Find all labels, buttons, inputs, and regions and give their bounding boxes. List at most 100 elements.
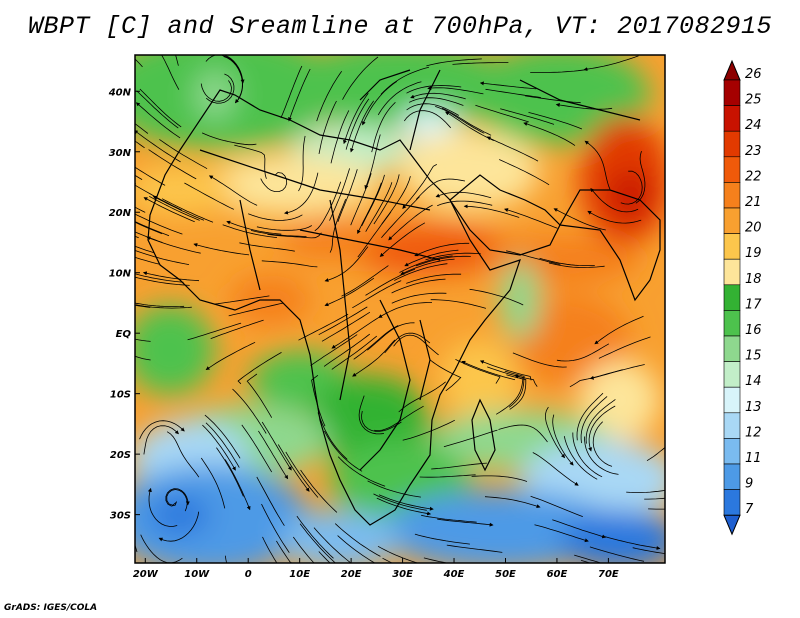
streamline <box>310 334 358 366</box>
streamline <box>152 195 205 221</box>
colorbar-swatch <box>723 207 741 234</box>
colorbar-label: 13 <box>745 400 762 415</box>
streamline <box>441 107 492 136</box>
streamline <box>288 68 311 122</box>
streamline <box>362 81 398 126</box>
streamline <box>574 554 603 563</box>
streamline <box>208 175 258 206</box>
streamline <box>256 225 312 231</box>
streamline <box>590 187 639 213</box>
streamline <box>135 273 184 283</box>
streamline <box>146 236 201 254</box>
streamline <box>166 431 200 478</box>
colorbar-swatch <box>723 412 741 439</box>
streamline <box>530 69 587 73</box>
colorbar-swatch <box>723 233 741 260</box>
streamline <box>161 55 180 90</box>
streamline <box>135 130 181 163</box>
streamline <box>139 420 185 440</box>
streamline <box>553 208 606 231</box>
streamline <box>429 359 462 392</box>
streamline <box>329 168 350 221</box>
streamline <box>584 140 611 190</box>
latitude-axis: 40N 30N 20N 10N EQ 10S 20S 30S <box>108 87 140 522</box>
colorbar-label: 23 <box>745 144 762 159</box>
streamline <box>587 210 642 224</box>
colorbar-bottom-arrow <box>723 514 741 536</box>
streamline <box>604 536 661 550</box>
streamline <box>430 299 487 309</box>
streamline <box>548 262 605 268</box>
colorbar-swatch <box>723 79 741 106</box>
lat-tick-label: 10S <box>110 390 131 401</box>
streamline <box>213 295 270 305</box>
streamline <box>316 70 343 122</box>
streamline <box>280 65 303 119</box>
colorbar-swatch <box>723 386 741 414</box>
streamline <box>374 405 424 432</box>
streamline <box>343 93 369 145</box>
streamline <box>165 488 190 507</box>
streamline <box>350 173 372 226</box>
lon-tick-label: 70E <box>598 569 619 580</box>
colorbar-label: 19 <box>745 246 762 261</box>
streamline <box>534 524 589 543</box>
colorbar-swatch <box>723 361 741 388</box>
streamline <box>135 338 151 342</box>
streamline <box>620 170 643 205</box>
streamline <box>187 322 242 341</box>
streamline <box>135 166 166 186</box>
streamline <box>352 339 396 377</box>
streamline <box>135 140 145 149</box>
streamline <box>135 245 154 253</box>
streamline <box>321 311 371 342</box>
streamline <box>337 456 386 487</box>
colorbar-label: 9 <box>745 477 753 492</box>
lon-tick-label: 20E <box>341 569 362 580</box>
colorbar-swatch <box>723 130 741 158</box>
streamline <box>318 306 368 336</box>
streamline <box>391 278 446 294</box>
streamline <box>427 86 484 95</box>
lat-tick-label: 20N <box>109 208 132 219</box>
streamline <box>239 242 295 252</box>
streamline <box>135 102 181 139</box>
temperature-field <box>135 55 665 563</box>
streamline <box>184 182 234 210</box>
streamline <box>232 388 267 434</box>
streamline <box>298 135 306 192</box>
streamline <box>159 139 208 170</box>
grads-credit: GrADS: IGES/COLA <box>4 603 98 613</box>
streamline <box>365 182 393 232</box>
colorbar-swatch <box>723 105 741 132</box>
streamline <box>376 497 432 516</box>
streamline <box>193 243 250 256</box>
streamline <box>388 204 433 241</box>
lat-tick-label: 10N <box>109 269 132 280</box>
streamline <box>135 256 161 265</box>
streamline <box>262 536 278 563</box>
streamline <box>345 98 370 150</box>
streamline <box>261 421 292 471</box>
streamline <box>377 81 422 116</box>
streamline <box>592 421 613 467</box>
streamline <box>532 452 579 486</box>
streamline <box>495 374 524 415</box>
streamline <box>158 511 200 542</box>
streamline <box>419 474 476 478</box>
streamline <box>409 97 464 106</box>
streamline <box>437 518 494 527</box>
streamline <box>398 381 446 413</box>
streamline <box>256 476 285 526</box>
streamline <box>583 55 639 72</box>
streamline <box>135 221 170 237</box>
streamline <box>329 199 347 253</box>
lat-tick-label: 40N <box>108 87 132 98</box>
streamline <box>406 103 460 116</box>
streamline <box>475 104 529 123</box>
streamline <box>161 198 214 223</box>
streamline <box>443 429 498 448</box>
streamline <box>357 182 382 235</box>
